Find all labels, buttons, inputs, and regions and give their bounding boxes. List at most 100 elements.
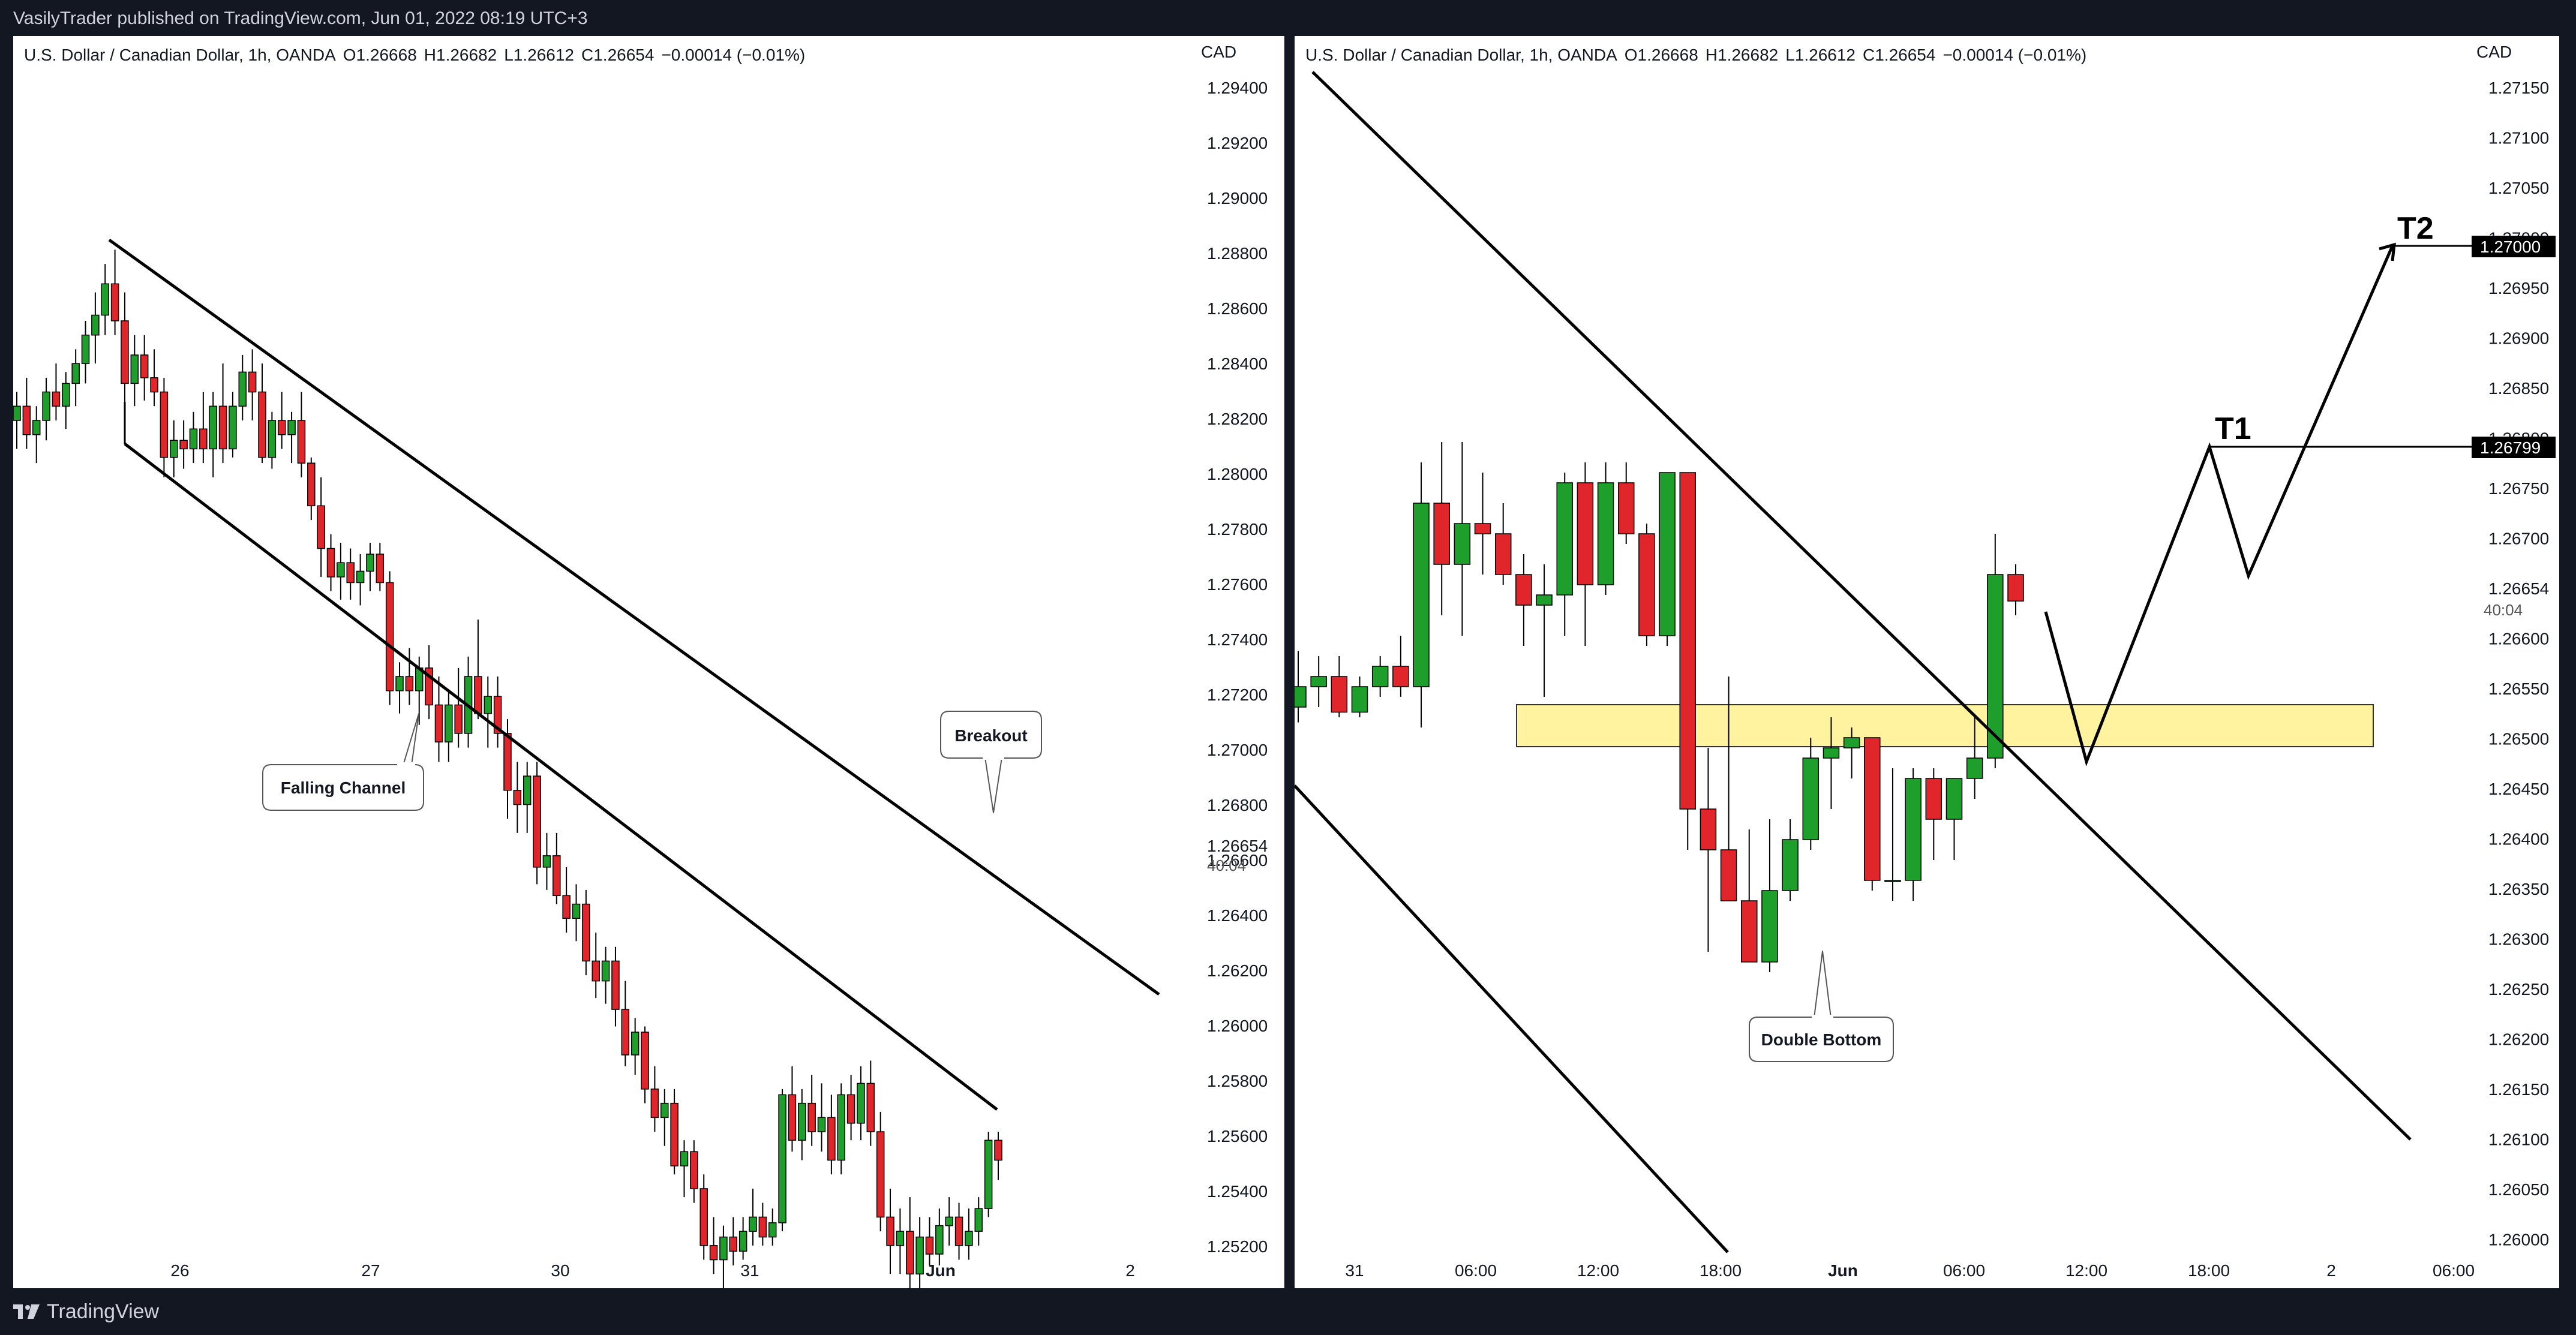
double-bottom-callout[interactable]: Double Bottom xyxy=(1749,36,2356,1062)
price-tick-label: 1.26500 xyxy=(2488,730,2549,748)
candle-body xyxy=(493,696,502,734)
candle-body xyxy=(886,1216,894,1246)
candle-body xyxy=(484,696,493,714)
candle-body xyxy=(965,1231,973,1246)
price-tick-label: 1.26950 xyxy=(2488,279,2549,297)
t1-label: T1 xyxy=(2215,411,2251,446)
candle-body xyxy=(778,1094,786,1223)
candle-body xyxy=(356,570,365,584)
candle-body xyxy=(935,1225,944,1255)
channel-lower-line[interactable] xyxy=(124,443,998,1111)
candle-body xyxy=(209,405,217,450)
price-tick-label: 1.25600 xyxy=(1207,1127,1268,1145)
time-tick-label: 06:00 xyxy=(1943,1261,1985,1280)
trendline-upper[interactable] xyxy=(1311,71,2412,1141)
candle-body xyxy=(1925,778,1942,820)
candle-body xyxy=(1556,482,1573,596)
candle-body xyxy=(150,377,158,393)
price-tick-label: 1.28800 xyxy=(1207,244,1268,263)
time-tick-label: 12:00 xyxy=(1577,1261,1619,1280)
price-tick-label: 1.26400 xyxy=(1207,906,1268,925)
candle-body xyxy=(699,1188,708,1246)
legend-open: O1.26668 xyxy=(343,46,417,64)
double-bottom-label: Double Bottom xyxy=(1761,1030,1882,1049)
time-tick-label: Jun xyxy=(1828,1261,1858,1280)
candle-body xyxy=(994,1139,1002,1161)
price-tick-label: 1.27150 xyxy=(2488,79,2549,97)
channel-upper-line[interactable] xyxy=(108,238,1160,996)
candle-body xyxy=(709,1245,718,1261)
candle-body xyxy=(1515,574,1532,606)
candle-body xyxy=(22,405,31,435)
candle-body xyxy=(562,895,571,919)
candle-body xyxy=(974,1208,983,1232)
price-tick-label: 1.25800 xyxy=(1207,1072,1268,1090)
candle-body xyxy=(121,320,129,384)
publisher-bar: VasilyTrader published on TradingView.co… xyxy=(0,0,2576,36)
breakout-callout[interactable]: Breakout xyxy=(940,711,1042,813)
price-tick-label: 1.26200 xyxy=(1207,961,1268,980)
demand-zone[interactable] xyxy=(1516,704,2374,747)
candle-body xyxy=(582,903,590,962)
time-axis-right[interactable]: 31 06:00 12:00 18:00 Jun 06:00 12:00 18:00 2 06:0… xyxy=(1345,1261,2475,1280)
chart-panel-left[interactable]: Falling Channel Breakout 1.29400 1.29200 1… xyxy=(13,36,1285,1288)
falling-channel-label: Falling Channel xyxy=(281,778,406,797)
price-tick-label: 1.26200 xyxy=(2488,1030,2549,1049)
price-tick-label: 1.27200 xyxy=(1207,685,1268,704)
candle-body xyxy=(1761,890,1778,963)
chart-panel-right[interactable]: T1 T2 Double Bottom 1.27150 1.27100 1.2705… xyxy=(1295,36,2559,1288)
candle-body xyxy=(1945,778,1963,820)
tradingview-logo[interactable]: TradingView xyxy=(13,1300,159,1324)
candle-body xyxy=(621,1009,630,1056)
price-tick-label: 1.26400 xyxy=(2488,830,2549,849)
candle-body xyxy=(52,391,61,407)
candle-body xyxy=(91,314,100,336)
candle-body xyxy=(238,371,247,407)
currency-label-right: CAD xyxy=(2476,43,2512,61)
time-axis-left[interactable]: 26 27 30 31 Jun 2 xyxy=(170,1261,1134,1280)
time-tick-label: 27 xyxy=(361,1261,380,1280)
candle-body xyxy=(1577,482,1594,585)
price-tick-label: 1.26600 xyxy=(1207,851,1268,870)
time-tick-label: 31 xyxy=(1345,1261,1364,1280)
candle-body xyxy=(130,354,139,384)
candle-body xyxy=(81,334,90,364)
candle-body xyxy=(738,1231,747,1252)
candle-body xyxy=(1310,676,1327,687)
candle-body xyxy=(631,1032,640,1056)
candle-body xyxy=(945,1216,953,1226)
candle-body xyxy=(670,1102,678,1166)
candle-body xyxy=(307,462,316,507)
falling-channel-callout[interactable]: Falling Channel xyxy=(262,713,424,811)
candle-body xyxy=(798,1102,806,1141)
symbol-legend-right: U.S. Dollar / Canadian Dollar, 1h, OANDA… xyxy=(1305,46,2094,65)
price-tick-label: 1.26000 xyxy=(2488,1231,2549,1249)
price-tick-label: 1.27100 xyxy=(2488,129,2549,148)
candle-body xyxy=(1331,676,1348,713)
trendline-lower[interactable] xyxy=(1295,784,1729,1253)
candle-body xyxy=(906,1231,914,1275)
candle-body xyxy=(641,1032,649,1090)
candle-body xyxy=(1597,482,1614,585)
candle-body xyxy=(337,562,345,578)
price-tick-label: 1.26350 xyxy=(2488,880,2549,898)
candle-body xyxy=(229,405,237,450)
price-tick-label: 1.25400 xyxy=(1207,1182,1268,1201)
candle-body xyxy=(601,960,610,982)
candle-body xyxy=(160,391,169,458)
time-tick-label: 18:00 xyxy=(2188,1261,2230,1280)
price-axis-left[interactable]: 1.29400 1.29200 1.29000 1.28800 1.28600 1.284… xyxy=(1207,79,1268,1256)
candles-right xyxy=(1295,442,2024,972)
t2-label: T2 xyxy=(2397,211,2434,246)
candle-body xyxy=(366,554,374,572)
time-tick-label: 12:00 xyxy=(2065,1261,2107,1280)
candle-body xyxy=(866,1083,875,1132)
candle-body xyxy=(268,420,277,458)
chart-right-canvas[interactable]: T1 T2 Double Bottom 1.27150 1.27100 1.2705… xyxy=(1295,36,2559,1288)
chart-left-canvas[interactable]: Falling Channel Breakout 1.294001.292001… xyxy=(13,36,1285,1288)
projection-path[interactable] xyxy=(2044,245,2394,766)
candle-body xyxy=(101,283,109,316)
candle-body xyxy=(454,704,463,734)
price-tick-label: 1.26300 xyxy=(2488,930,2549,949)
candle-body xyxy=(376,554,385,584)
